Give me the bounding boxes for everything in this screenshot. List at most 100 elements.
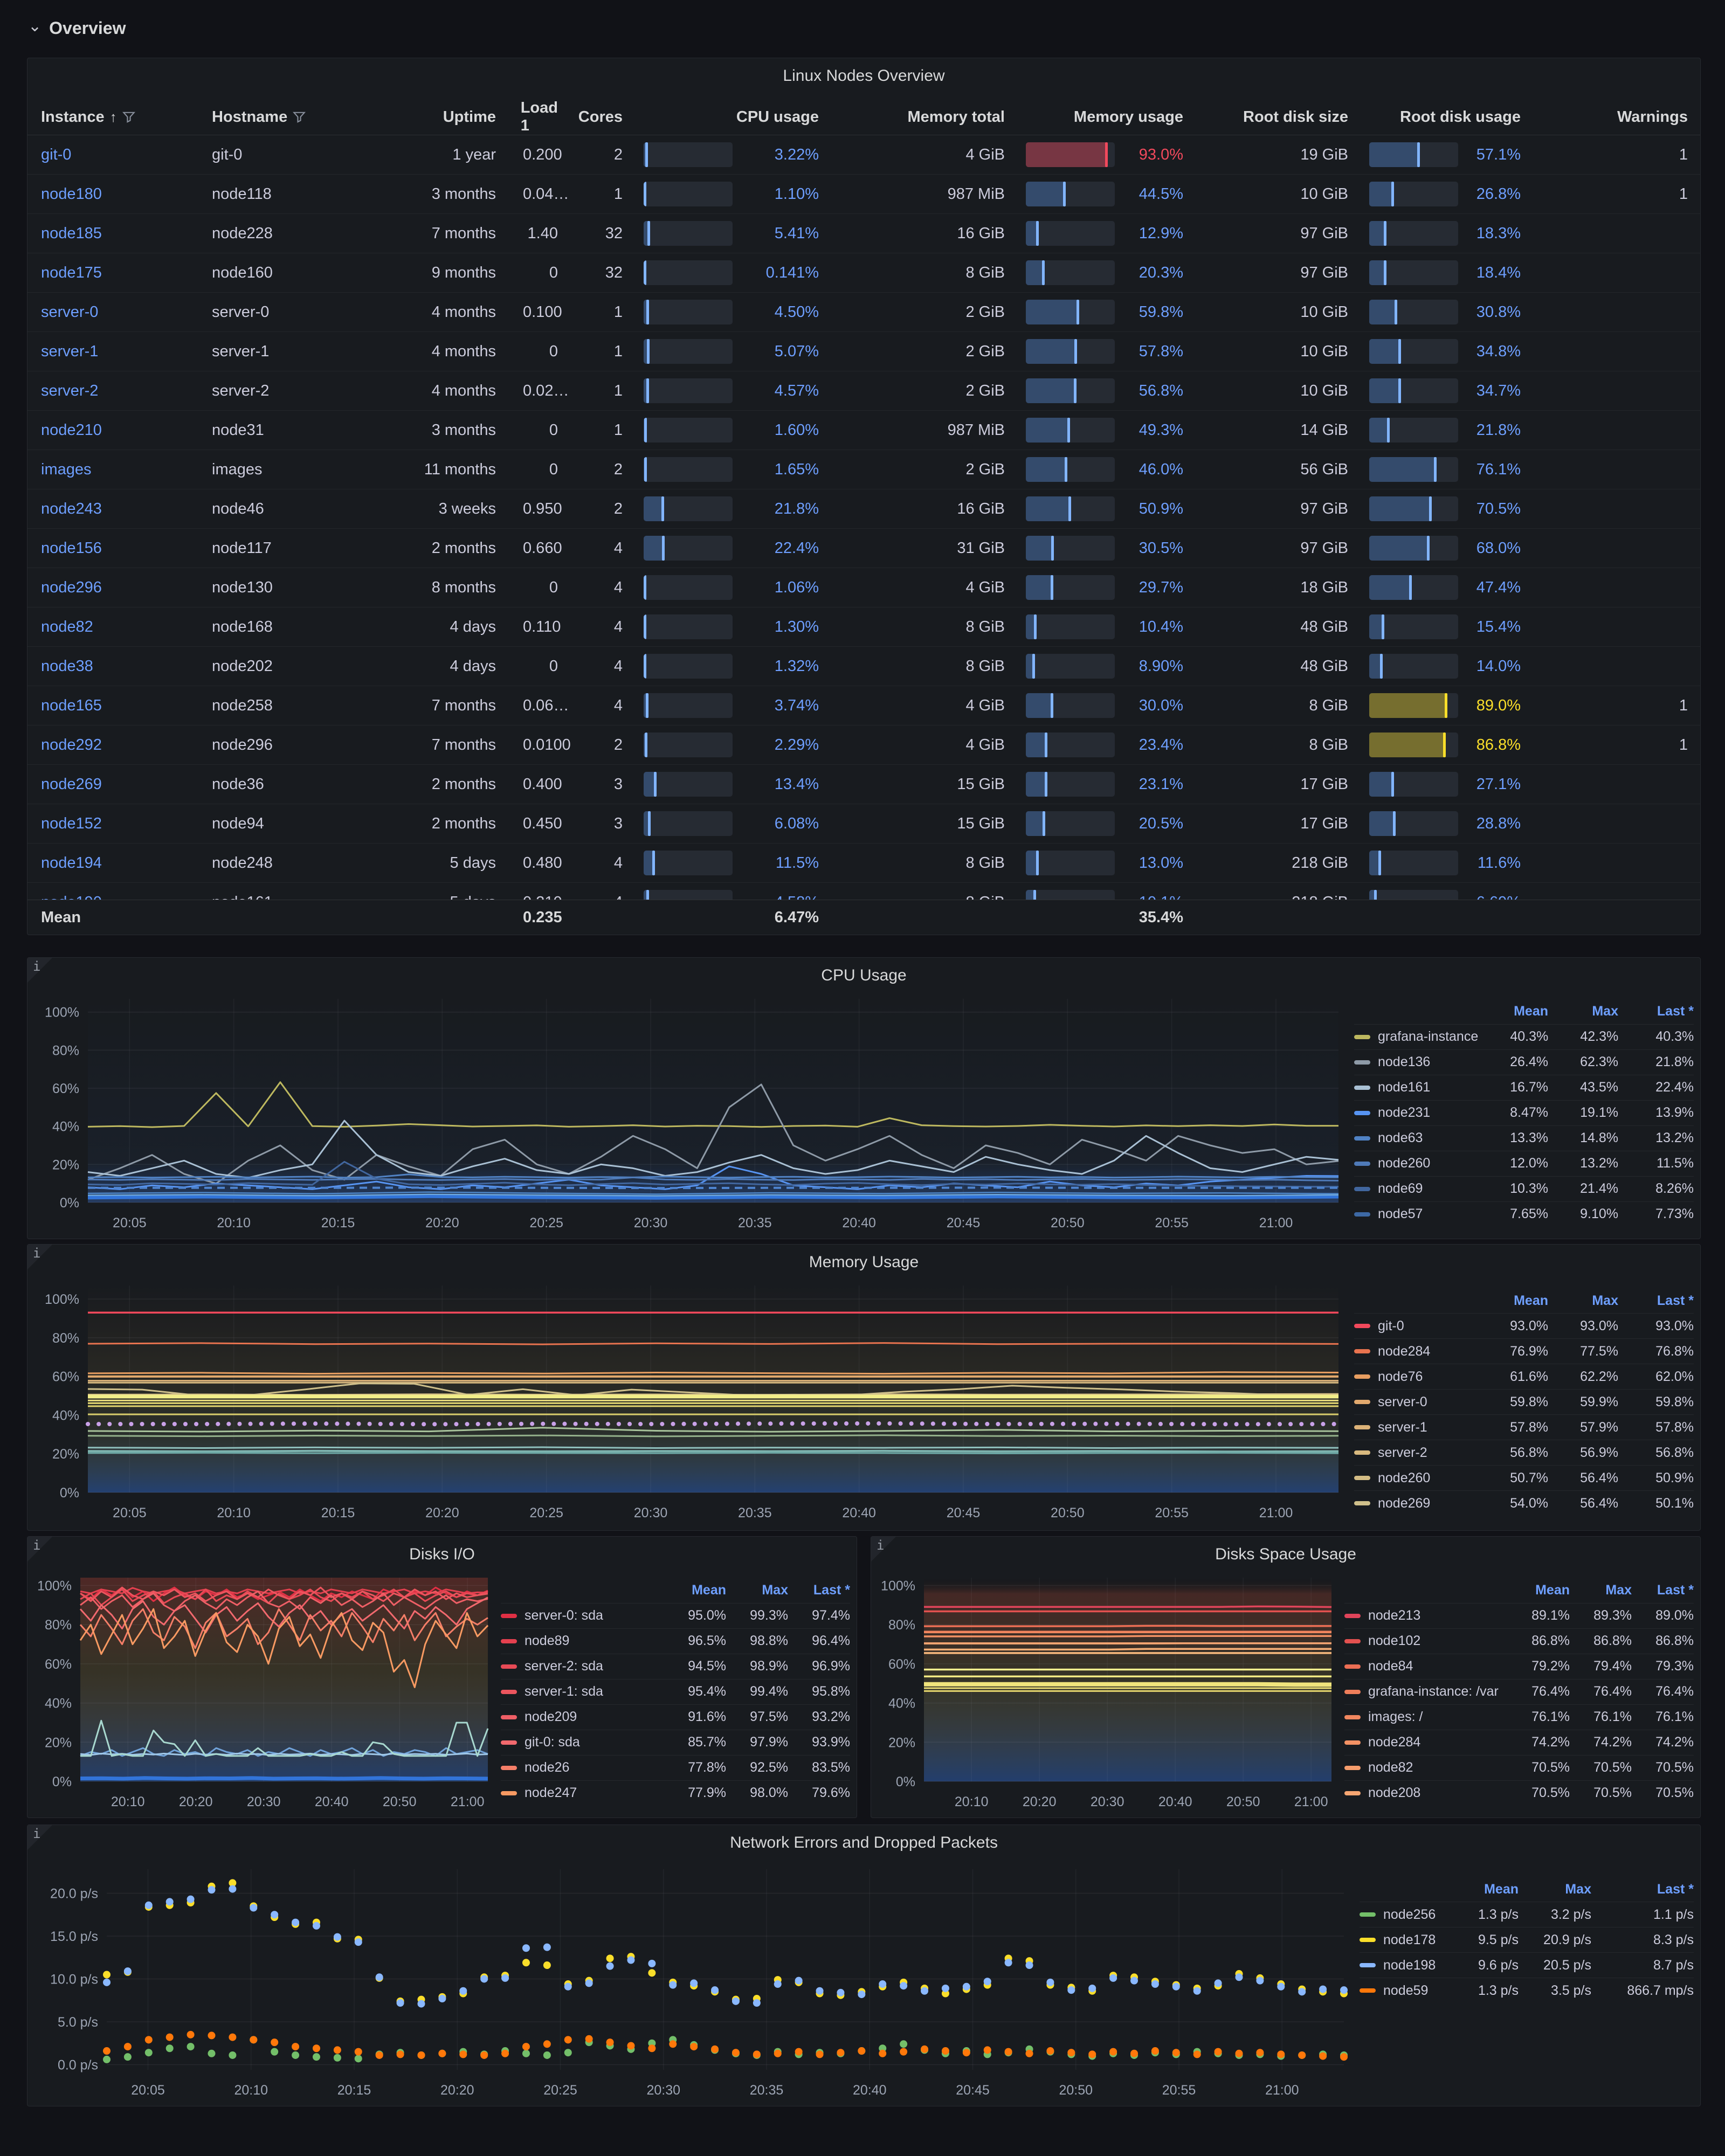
panel-info-corner[interactable] [871, 1537, 896, 1561]
legend-item[interactable]: node57 7.65% 9.10% 7.73% [1354, 1201, 1694, 1227]
legend-item[interactable]: node161 16.7% 43.5% 22.4% [1354, 1074, 1694, 1100]
time-series-plot[interactable]: 0% 20% 40% 60% 80% 100% 20:10 20:20 20:30 20:40 20… [34, 1570, 492, 1814]
table-row[interactable]: git-0 git-0 1 year 0.200 2 3.22% 4 GiB 93.0% 19 … [27, 135, 1700, 175]
legend-item[interactable]: node82 70.5% 70.5% 70.5% [1344, 1754, 1694, 1780]
legend-item[interactable]: node213 89.1% 89.3% 89.0% [1344, 1602, 1694, 1628]
instance-link[interactable]: node156 [41, 539, 102, 557]
instance-link[interactable]: node269 [41, 775, 102, 793]
column-header-load-1[interactable]: Load 1 [520, 99, 558, 134]
legend-item[interactable]: server-0 59.8% 59.9% 59.8% [1354, 1389, 1694, 1414]
instance-link[interactable]: node175 [41, 264, 102, 281]
instance-link[interactable]: server-0 [41, 303, 99, 321]
column-header-memory-usage[interactable]: Memory usage [1073, 108, 1183, 126]
table-row[interactable]: server-0 server-0 4 months 0.100 1 4.50% 2 GiB… [27, 293, 1700, 332]
panel-info-corner[interactable] [27, 1537, 52, 1561]
instance-link[interactable]: node296 [41, 578, 102, 596]
column-header-memory-total[interactable]: Memory total [907, 108, 1005, 126]
panel-info-corner[interactable] [27, 1825, 52, 1850]
instance-link[interactable]: node82 [41, 618, 93, 635]
table-row[interactable]: node269 node36 2 months 0.400 3 13.4% 15 GiB 23… [27, 765, 1700, 804]
instance-link[interactable]: node210 [41, 421, 102, 439]
legend-item[interactable]: node231 8.47% 19.1% 13.9% [1354, 1100, 1694, 1125]
column-header-root-disk-usage[interactable]: Root disk usage [1400, 108, 1521, 126]
legend-item[interactable]: node69 10.3% 21.4% 8.26% [1354, 1176, 1694, 1201]
column-header-root-disk-size[interactable]: Root disk size [1243, 108, 1348, 126]
legend-item[interactable]: node256 1.3 p/s 3.2 p/s 1.1 p/s [1360, 1902, 1694, 1927]
legend-item[interactable]: node84 79.2% 79.4% 79.3% [1344, 1653, 1694, 1679]
time-series-plot[interactable]: 0% 20% 40% 60% 80% 100% 20:05 20:10 20:15 20:20 20… [34, 991, 1344, 1235]
legend-item[interactable]: node26 77.8% 92.5% 83.5% [501, 1754, 850, 1780]
instance-link[interactable]: node243 [41, 500, 102, 517]
legend-item[interactable]: node284 76.9% 77.5% 76.8% [1354, 1338, 1694, 1364]
table-row[interactable]: node175 node160 9 months 0 32 0.141% 8 GiB 20.3… [27, 253, 1700, 293]
table-row[interactable]: node38 node202 4 days 0 4 1.32% 8 GiB 8.90% 48 G… [27, 647, 1700, 686]
table-row[interactable]: node156 node117 2 months 0.660 4 22.4% 31 GiB 3… [27, 529, 1700, 568]
legend-item[interactable]: git-0 93.0% 93.0% 93.0% [1354, 1313, 1694, 1338]
time-series-plot[interactable]: 0.0 p/s 5.0 p/s 10.0 p/s 15.0 p/s 20.0 p/s 20… [34, 1858, 1349, 2103]
legend-item[interactable]: server-1: sda 95.4% 99.4% 95.8% [501, 1678, 850, 1704]
instance-link[interactable]: node292 [41, 736, 102, 754]
panel-info-corner[interactable] [27, 958, 52, 983]
table-row[interactable]: node194 node248 5 days 0.480 4 11.5% 8 GiB 13.0… [27, 844, 1700, 883]
legend-item[interactable]: node59 1.3 p/s 3.5 p/s 866.7 mp/s [1360, 1978, 1694, 2003]
legend-item[interactable]: node269 54.0% 56.4% 50.1% [1354, 1490, 1694, 1516]
legend-item[interactable]: node260 50.7% 56.4% 50.9% [1354, 1465, 1694, 1490]
instance-link[interactable]: node194 [41, 854, 102, 872]
legend-item[interactable]: node136 26.4% 62.3% 21.8% [1354, 1049, 1694, 1075]
legend-item[interactable]: node284 74.2% 74.2% 74.2% [1344, 1729, 1694, 1755]
filter-icon[interactable] [293, 110, 306, 123]
legend-item[interactable]: node76 61.6% 62.2% 62.0% [1354, 1364, 1694, 1389]
instance-link[interactable]: images [41, 460, 92, 478]
legend-item[interactable]: images: / 76.1% 76.1% 76.1% [1344, 1704, 1694, 1730]
table-row[interactable]: node210 node31 3 months 0 1 1.60% 987 MiB 49.3%… [27, 411, 1700, 450]
table-row[interactable]: server-2 server-2 4 months 0.02… 1 4.57% 2 GiB… [27, 371, 1700, 411]
table-row[interactable]: node292 node296 7 months 0.0100 2 2.29% 4 GiB 2… [27, 725, 1700, 765]
instance-link[interactable]: git-0 [41, 146, 72, 163]
time-series-plot[interactable]: 0% 20% 40% 60% 80% 100% 20:05 20:10 20:15 20:20 20… [34, 1278, 1344, 1526]
table-row[interactable]: node152 node94 2 months 0.450 3 6.08% 15 GiB 20… [27, 804, 1700, 844]
legend-item[interactable]: grafana-instance 40.3% 42.3% 40.3% [1354, 1024, 1694, 1049]
table-row[interactable]: node296 node130 8 months 0 4 1.06% 4 GiB 29.7% 1… [27, 568, 1700, 607]
legend-item[interactable]: node63 13.3% 14.8% 13.2% [1354, 1125, 1694, 1151]
instance-link[interactable]: node38 [41, 657, 93, 675]
instance-link[interactable]: server-1 [41, 342, 99, 360]
legend-item[interactable]: git-0: sda 85.7% 97.9% 93.9% [501, 1729, 850, 1755]
instance-link[interactable]: server-2 [41, 382, 99, 399]
table-row[interactable]: server-1 server-1 4 months 0 1 5.07% 2 GiB 57.8… [27, 332, 1700, 371]
legend-item[interactable]: server-2 56.8% 56.9% 56.8% [1354, 1440, 1694, 1465]
instance-link[interactable]: node152 [41, 814, 102, 832]
column-header-uptime[interactable]: Uptime [443, 108, 496, 126]
column-header-cpu-usage[interactable]: CPU usage [736, 108, 819, 126]
legend-item[interactable]: server-2: sda 94.5% 98.9% 96.9% [501, 1653, 850, 1679]
column-header-hostname[interactable]: Hostname [198, 108, 368, 126]
table-row[interactable]: node82 node168 4 days 0.110 4 1.30% 8 GiB 10.4%… [27, 607, 1700, 647]
table-row[interactable]: node165 node258 7 months 0.06… 4 3.74% 4 GiB 30… [27, 686, 1700, 725]
legend-item[interactable]: node208 70.5% 70.5% 70.5% [1344, 1780, 1694, 1806]
instance-link[interactable]: node190 [27, 894, 198, 900]
filter-icon[interactable] [122, 110, 135, 123]
table-row[interactable]: node180 node118 3 months 0.04… 1 1.10% 987 MiB… [27, 175, 1700, 214]
column-header-cores[interactable]: Cores [578, 108, 623, 126]
legend-item[interactable]: node247 77.9% 98.0% 79.6% [501, 1780, 850, 1806]
instance-link[interactable]: node165 [41, 696, 102, 714]
time-series-plot[interactable]: 0% 20% 40% 60% 80% 100% 20:10 20:20 20:30 20:40 20… [878, 1570, 1336, 1814]
panel-info-corner[interactable] [27, 1245, 52, 1269]
table-row[interactable]: node243 node46 3 weeks 0.950 2 21.8% 16 GiB 50.… [27, 489, 1700, 529]
legend-item[interactable]: node260 12.0% 13.2% 11.5% [1354, 1150, 1694, 1176]
legend-item[interactable]: grafana-instance: /var 76.4% 76.4% 76.4% [1344, 1678, 1694, 1704]
table-row[interactable]: node185 node228 7 months 1.40 32 5.41% 16 GiB 1… [27, 214, 1700, 253]
instance-link[interactable]: node185 [41, 224, 102, 242]
legend-item[interactable]: server-0: sda 95.0% 99.3% 97.4% [501, 1602, 850, 1628]
legend-item[interactable]: node209 91.6% 97.5% 93.2% [501, 1704, 850, 1730]
dashboard-section-header[interactable]: ⌄ Overview [28, 18, 126, 38]
instance-link[interactable]: node180 [41, 185, 102, 203]
table-row[interactable]: images images 11 months 0 2 1.65% 2 GiB 46.0% 56… [27, 450, 1700, 489]
column-header-instance[interactable]: Instance ↑ [27, 108, 198, 126]
column-header-warnings[interactable]: Warnings [1617, 108, 1688, 126]
legend-item[interactable]: node178 9.5 p/s 20.9 p/s 8.3 p/s [1360, 1927, 1694, 1952]
legend-item[interactable]: node102 86.8% 86.8% 86.8% [1344, 1628, 1694, 1654]
legend-item[interactable]: node89 96.5% 98.8% 96.4% [501, 1628, 850, 1654]
legend-item[interactable]: server-1 57.8% 57.9% 57.8% [1354, 1414, 1694, 1440]
legend-item[interactable]: node198 9.6 p/s 20.5 p/s 8.7 p/s [1360, 1952, 1694, 1978]
